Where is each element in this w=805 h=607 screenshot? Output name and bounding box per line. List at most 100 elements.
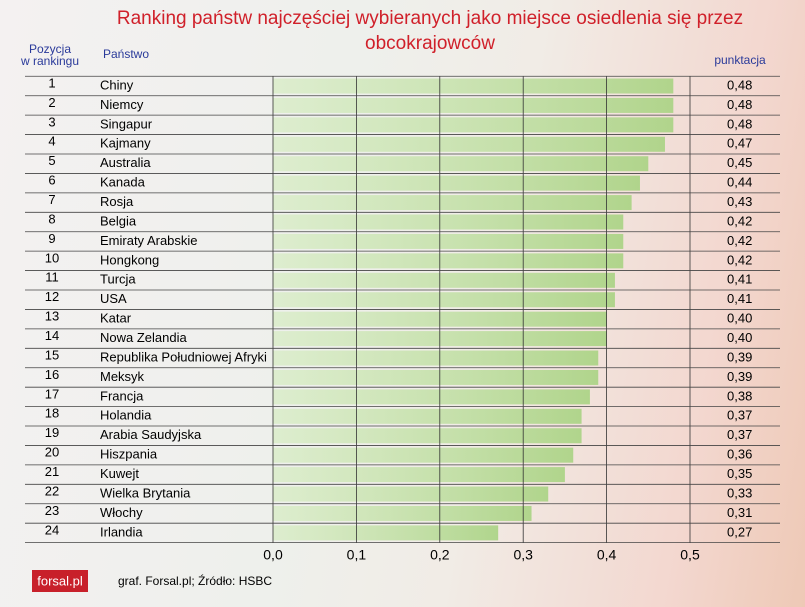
bar: [273, 175, 640, 191]
value-label: 0,42: [727, 213, 752, 228]
value-label: 0,41: [727, 272, 752, 287]
bar: [273, 117, 674, 133]
rank: 7: [48, 192, 55, 207]
category-header: Państwo: [103, 47, 149, 61]
logo: forsal.pl: [37, 573, 83, 588]
bar: [273, 467, 565, 483]
rank: 13: [45, 309, 59, 324]
category-label: Rosja: [100, 194, 134, 209]
category-label: Turcja: [100, 272, 136, 287]
rank: 17: [45, 386, 59, 401]
rank: 23: [45, 503, 59, 518]
category-label: Hiszpania: [100, 447, 158, 462]
category-label: Włochy: [100, 505, 143, 520]
bar: [273, 292, 615, 308]
rank-header: w rankingu: [20, 54, 79, 68]
value-label: 0,43: [727, 194, 752, 209]
rank: 15: [45, 347, 59, 362]
bar: [273, 136, 665, 152]
category-label: Niemcy: [100, 97, 144, 112]
rank: 8: [48, 211, 55, 226]
value-label: 0,45: [727, 155, 752, 170]
bar: [273, 272, 615, 288]
bar: [273, 195, 632, 211]
rank: 11: [45, 270, 59, 285]
rank: 18: [45, 406, 59, 421]
category-label: Katar: [100, 311, 132, 326]
rank: 16: [45, 367, 59, 382]
category-label: Belgia: [100, 213, 137, 228]
value-header: punktacja: [714, 53, 766, 67]
category-label: Arabia Saudyjska: [100, 427, 202, 442]
value-label: 0,36: [727, 447, 752, 462]
bar: [273, 428, 582, 444]
source: graf. Forsal.pl; Źródło: HSBC: [118, 573, 272, 588]
bar: [273, 408, 582, 424]
value-label: 0,39: [727, 369, 752, 384]
value-label: 0,48: [727, 116, 752, 131]
value-label: 0,38: [727, 388, 752, 403]
rank: 9: [48, 231, 55, 246]
category-label: Irlandia: [100, 524, 143, 539]
rank-header: Pozycja: [29, 42, 71, 56]
category-label: Australia: [100, 155, 151, 170]
logo-box: [32, 570, 88, 592]
x-tick-label: 0,3: [513, 547, 533, 563]
bar: [273, 214, 624, 230]
category-label: Republika Południowej Afryki: [100, 349, 267, 364]
bar: [273, 350, 599, 366]
value-label: 0,33: [727, 485, 752, 500]
value-label: 0,31: [727, 505, 752, 520]
bar: [273, 486, 549, 502]
value-label: 0,48: [727, 77, 752, 92]
value-label: 0,39: [727, 349, 752, 364]
rank: 3: [48, 114, 55, 129]
chart-title: Ranking państw najczęściej wybieranych j…: [116, 8, 744, 54]
category-label: Nowa Zelandia: [100, 330, 187, 345]
bar: [273, 78, 674, 94]
bar: [273, 253, 624, 269]
rank: 1: [48, 75, 55, 90]
rank: 19: [45, 425, 59, 440]
value-label: 0,40: [727, 330, 752, 345]
x-tick-label: 0,5: [680, 547, 700, 563]
value-label: 0,41: [727, 291, 752, 306]
rank: 14: [45, 328, 59, 343]
category-label: Wielka Brytania: [100, 485, 191, 500]
bar: [273, 156, 649, 172]
rank: 24: [45, 522, 59, 537]
category-label: Kajmany: [100, 136, 151, 151]
category-label: Kuwejt: [100, 466, 139, 481]
value-label: 0,37: [727, 408, 752, 423]
value-label: 0,40: [727, 311, 752, 326]
rank: 4: [48, 134, 55, 149]
bar: [273, 369, 599, 385]
rank: 20: [45, 445, 59, 460]
bar: [273, 447, 574, 463]
value-label: 0,42: [727, 233, 752, 248]
category-label: USA: [100, 291, 127, 306]
bar: [273, 389, 590, 405]
category-label: Hongkong: [100, 252, 159, 267]
rank: 22: [45, 483, 59, 498]
rank: 10: [45, 250, 59, 265]
category-label: Kanada: [100, 175, 146, 190]
value-label: 0,44: [727, 175, 752, 190]
x-tick-label: 0,1: [347, 547, 367, 563]
value-label: 0,37: [727, 427, 752, 442]
value-label: 0,27: [727, 524, 752, 539]
category-label: Francja: [100, 388, 144, 403]
x-tick-label: 0,4: [597, 547, 617, 563]
rank: 21: [45, 464, 59, 479]
category-label: Holandia: [100, 408, 152, 423]
bar: [273, 505, 532, 521]
x-tick-label: 0,0: [263, 547, 283, 563]
rank: 5: [48, 153, 55, 168]
x-tick-label: 0,2: [430, 547, 450, 563]
value-label: 0,47: [727, 136, 752, 151]
rank: 6: [48, 173, 55, 188]
category-label: Singapur: [100, 116, 153, 131]
category-label: Meksyk: [100, 369, 145, 384]
